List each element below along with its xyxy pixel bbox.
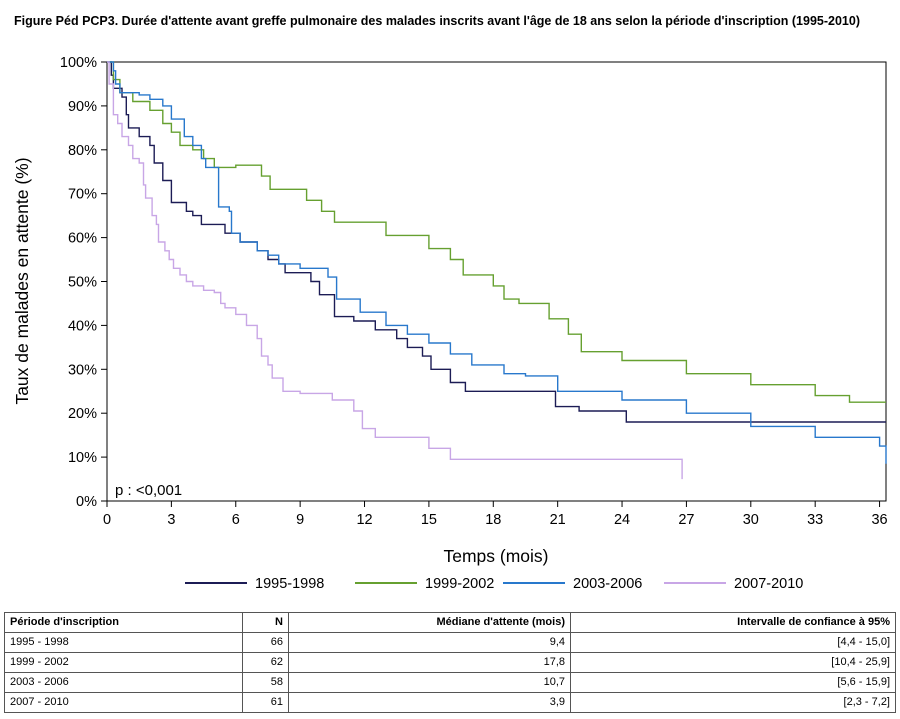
header-n: N — [242, 612, 289, 633]
x-tick-label: 30 — [743, 512, 759, 528]
legend: 1995-1998 1999-2002 2003-2006 2007-2010 — [185, 576, 803, 592]
cell-ci: [4,4 - 15,0] — [570, 632, 896, 653]
y-tick-label: 50% — [68, 275, 97, 291]
cell-n: 62 — [242, 652, 289, 673]
y-tick-label: 100% — [60, 55, 97, 71]
x-tick-label: 3 — [167, 512, 175, 528]
x-tick-label: 24 — [614, 512, 630, 528]
table-row: 1999 - 2002 62 17,8 [10,4 - 25,9] — [4, 652, 896, 673]
series-layer — [107, 61, 887, 480]
y-tick-label: 10% — [68, 450, 97, 466]
y-axis-title: Taux de malades en attente (%) — [12, 157, 32, 404]
series-line-1999-2002 — [107, 61, 886, 403]
x-axis-title: Temps (mois) — [443, 546, 548, 566]
x-tick-label: 12 — [356, 512, 372, 528]
series-line-2003-2006 — [107, 61, 887, 464]
median-wait-table: Période d'inscription N Médiane d'attent… — [4, 612, 896, 713]
y-axis: 0% 10% 20% 30% 40% 50% 60% 70% 80% 90% 100% — [60, 55, 107, 510]
x-tick-label: 18 — [485, 512, 501, 528]
x-tick-label: 21 — [550, 512, 566, 528]
legend-label: 1999-2002 — [425, 576, 494, 592]
x-axis: 0 3 6 9 12 15 18 21 24 27 30 33 36 — [103, 501, 888, 528]
y-tick-label: 20% — [68, 406, 97, 422]
y-tick-label: 90% — [68, 99, 97, 115]
cell-ci: [2,3 - 7,2] — [570, 692, 896, 713]
header-median: Médiane d'attente (mois) — [288, 612, 571, 633]
y-tick-label: 40% — [68, 318, 97, 334]
cell-n: 61 — [242, 692, 289, 713]
cell-median: 3,9 — [288, 692, 571, 713]
survival-chart: 0%10%20%30%40%50%60%70%80%90%100% 0 3 6 9 12… — [12, 55, 888, 592]
cell-period: 2007 - 2010 — [4, 692, 243, 713]
y-tick-label: 0% — [76, 494, 97, 510]
cell-ci: [10,4 - 25,9] — [570, 652, 896, 673]
x-tick-label: 27 — [678, 512, 694, 528]
table-row: 1995 - 1998 66 9,4 [4,4 - 15,0] — [4, 632, 896, 653]
header-ci: Intervalle de confiance à 95% — [570, 612, 896, 633]
x-tick-label: 9 — [296, 512, 304, 528]
cell-period: 2003 - 2006 — [4, 672, 243, 693]
table-row: 2003 - 2006 58 10,7 [5,6 - 15,9] — [4, 672, 896, 693]
table-header-row: Période d'inscription N Médiane d'attent… — [4, 612, 896, 633]
x-tick-label: 6 — [232, 512, 240, 528]
x-tick-label: 0 — [103, 512, 111, 528]
cell-period: 1995 - 1998 — [4, 632, 243, 653]
cell-median: 17,8 — [288, 652, 571, 673]
cell-period: 1999 - 2002 — [4, 652, 243, 673]
cell-median: 10,7 — [288, 672, 571, 693]
y-tick-label: 30% — [68, 362, 97, 378]
y-tick-label: 80% — [68, 143, 97, 159]
y-tick-label: 60% — [68, 231, 97, 247]
table-row: 2007 - 2010 61 3,9 [2,3 - 7,2] — [4, 692, 896, 713]
cell-n: 66 — [242, 632, 289, 653]
header-period: Période d'inscription — [4, 612, 243, 633]
cell-ci: [5,6 - 15,9] — [570, 672, 896, 693]
chart-title: Figure Péd PCP3. Durée d'attente avant g… — [14, 14, 861, 28]
series-line-1995-1998 — [107, 61, 886, 423]
x-tick-label: 15 — [421, 512, 437, 528]
p-value-annotation: p : <0,001 — [115, 482, 182, 499]
x-tick-label: 33 — [807, 512, 823, 528]
cell-median: 9,4 — [288, 632, 571, 653]
legend-label: 1995-1998 — [255, 576, 324, 592]
legend-label: 2007-2010 — [734, 576, 803, 592]
cell-n: 58 — [242, 672, 289, 693]
plot-frame — [106, 61, 887, 502]
y-tick-label: 70% — [68, 187, 97, 203]
x-tick-label: 36 — [871, 512, 887, 528]
series-line-2007-2010 — [107, 61, 683, 480]
legend-label: 2003-2006 — [573, 576, 642, 592]
